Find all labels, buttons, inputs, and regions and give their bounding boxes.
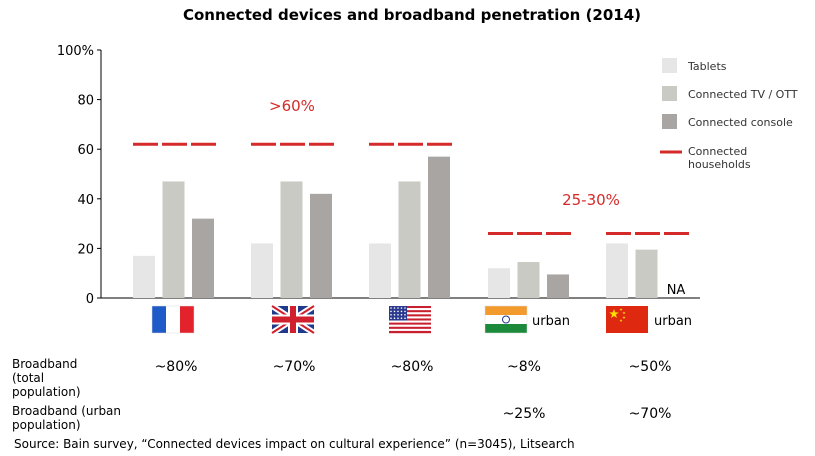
y-tick-label: 60 [77,143,94,158]
flag-china-icon [606,306,648,333]
broadband-urban-china: ~70% [629,406,672,422]
broadband-total-label-line: (total [12,371,44,385]
bar-france-connected-tv-ott [162,181,185,298]
bar-us-tablets [369,243,391,298]
bar-india-connected-console [547,274,569,298]
legend-label-connected-console: Connected console [688,116,793,129]
legend: Tablets Connected TV / OTT Connected con… [660,58,798,171]
flag-france-icon [151,305,195,334]
na-label: NA [667,283,686,298]
chart-title: Connected devices and broadband penetrat… [183,6,641,24]
broadband-urban-values: ~25% ~70% [503,406,672,422]
broadband-total-values: ~80% ~70% ~80% ~8% ~50% [155,359,672,375]
source-note: Source: Bain survey, “Connected devices … [14,437,575,451]
broadband-total-china: ~50% [629,359,672,375]
bar-us-connected-console [428,156,450,298]
bar-india-connected-tv-ott [517,262,540,298]
legend-label-connected-households-2: households [688,158,751,171]
legend-swatch-connected-tv [662,86,677,101]
broadband-total-us: ~80% [391,359,434,375]
broadband-urban-label: Broadband (urban population) [12,404,121,432]
y-tick-label: 20 [77,242,94,257]
urban-label: urban [654,314,692,329]
bar-france-connected-console [192,218,214,298]
broadband-urban-label-line: Broadband (urban [12,404,121,418]
flags: urban urban [151,303,692,336]
bar-india-tablets [488,268,510,298]
flag-uk-icon [270,303,316,336]
broadband-total-label: Broadband (total population) [12,357,81,399]
flag-usa-icon [389,306,431,334]
bar-china-connected-tv-ott [635,249,658,298]
broadband-total-france: ~80% [155,359,198,375]
y-tick-label: 40 [77,193,94,208]
bar-uk-connected-tv-ott [280,181,303,298]
broadband-total-india: ~8% [507,359,541,375]
bar-us-connected-tv-ott [398,181,421,298]
annotation-over-60: >60% [269,97,315,115]
bar-uk-tablets [251,243,273,298]
legend-label-tablets: Tablets [687,60,727,73]
bar-china-tablets [606,243,628,298]
broadband-total-label-line: Broadband [12,357,77,371]
y-tick-label: 100% [57,44,94,59]
bars [133,156,658,298]
annotation-25-30: 25-30% [562,191,620,209]
legend-label-connected-households-1: Connected [688,145,747,158]
urban-label: urban [532,314,570,329]
y-tick-label: 0 [86,292,94,307]
bar-france-tablets [133,255,155,298]
connected-households-lines [133,142,689,236]
broadband-total-uk: ~70% [273,359,316,375]
legend-swatch-connected-console [662,114,677,129]
y-tick-label: 80 [77,94,94,109]
legend-swatch-tablets [662,58,677,73]
bar-uk-connected-console [310,193,332,298]
flag-india-icon [484,305,528,334]
broadband-urban-india: ~25% [503,406,546,422]
broadband-urban-label-line: population) [12,418,81,432]
broadband-total-label-line: population) [12,385,81,399]
legend-label-connected-tv: Connected TV / OTT [688,88,798,101]
